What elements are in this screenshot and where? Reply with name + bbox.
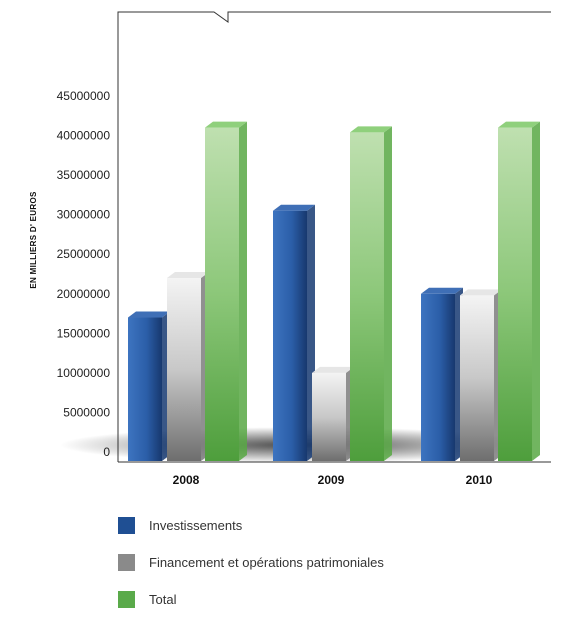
bar-top bbox=[167, 271, 209, 278]
x-tick-label: 2010 bbox=[466, 473, 493, 487]
bar-top bbox=[350, 126, 392, 133]
y-tick-label: 30000000 bbox=[57, 208, 111, 222]
legend-label-investissements: Investissements bbox=[149, 517, 243, 533]
y-tick-label: 35000000 bbox=[57, 168, 111, 182]
bar-front bbox=[273, 210, 307, 461]
legend: Investissements Financement et opération… bbox=[118, 515, 384, 626]
y-tick-label: 15000000 bbox=[57, 326, 111, 340]
bar-financement-et-operations-patrimoniales-2008 bbox=[167, 271, 209, 461]
legend-swatch-investissements bbox=[118, 516, 135, 534]
y-tick-label: 20000000 bbox=[57, 287, 111, 301]
y-tick-label: 40000000 bbox=[57, 129, 111, 143]
bar-top bbox=[498, 121, 540, 128]
bar-investissements-2010 bbox=[421, 287, 463, 461]
bar-front bbox=[205, 127, 239, 462]
legend-item-total: Total bbox=[118, 589, 384, 609]
y-axis-label: EN MILLIERS D' EUROS bbox=[29, 191, 38, 289]
legend-label-financement: Financement et opérations patrimoniales bbox=[149, 554, 384, 570]
y-tick-label: 0 bbox=[103, 445, 110, 459]
bar-side bbox=[239, 121, 247, 462]
bar-investissements-2009 bbox=[273, 204, 315, 461]
bar-financement-et-operations-patrimoniales-2010 bbox=[460, 289, 502, 461]
bar-front bbox=[312, 372, 346, 461]
legend-item-investissements: Investissements bbox=[118, 515, 384, 535]
legend-swatch-financement bbox=[118, 553, 135, 571]
bar-top bbox=[312, 366, 354, 373]
bar-chart: EN MILLIERS D' EUROS 0 5000000 10000000 150… bbox=[29, 11, 551, 487]
chart-frame bbox=[117, 11, 551, 462]
bar-front bbox=[460, 295, 494, 461]
bars bbox=[128, 121, 540, 462]
bar-financement-et-operations-patrimoniales-2009 bbox=[312, 366, 354, 461]
legend-item-financement: Financement et opérations patrimoniales bbox=[118, 552, 384, 572]
bar-total-2010 bbox=[498, 121, 540, 462]
y-tick-label: 25000000 bbox=[57, 247, 111, 261]
bar-top bbox=[421, 287, 463, 294]
bar-total-2009 bbox=[350, 126, 392, 461]
bar-total-2008 bbox=[205, 121, 247, 462]
y-tick-label: 5000000 bbox=[63, 405, 110, 419]
y-tick-label: 45000000 bbox=[57, 89, 111, 103]
x-tick-label: 2008 bbox=[173, 473, 200, 487]
y-axis-ticks: 0 5000000 10000000 15000000 20000000 25000000… bbox=[57, 89, 111, 459]
bar-front bbox=[350, 132, 384, 461]
bar-front bbox=[498, 127, 532, 462]
bar-top bbox=[460, 289, 502, 296]
legend-label-total: Total bbox=[149, 591, 177, 607]
bar-front bbox=[421, 293, 455, 461]
x-tick-label: 2009 bbox=[318, 473, 345, 487]
y-tick-label: 10000000 bbox=[57, 366, 111, 380]
bar-investissements-2008 bbox=[128, 311, 170, 461]
x-axis-ticks: 2008 2009 2010 bbox=[173, 473, 493, 487]
bar-top bbox=[205, 121, 247, 128]
bar-front bbox=[128, 317, 162, 461]
bar-side bbox=[384, 126, 392, 461]
bar-side bbox=[532, 121, 540, 462]
bar-front bbox=[167, 277, 201, 461]
bar-top bbox=[273, 204, 315, 211]
legend-swatch-total bbox=[118, 590, 135, 608]
bar-top bbox=[128, 311, 170, 318]
